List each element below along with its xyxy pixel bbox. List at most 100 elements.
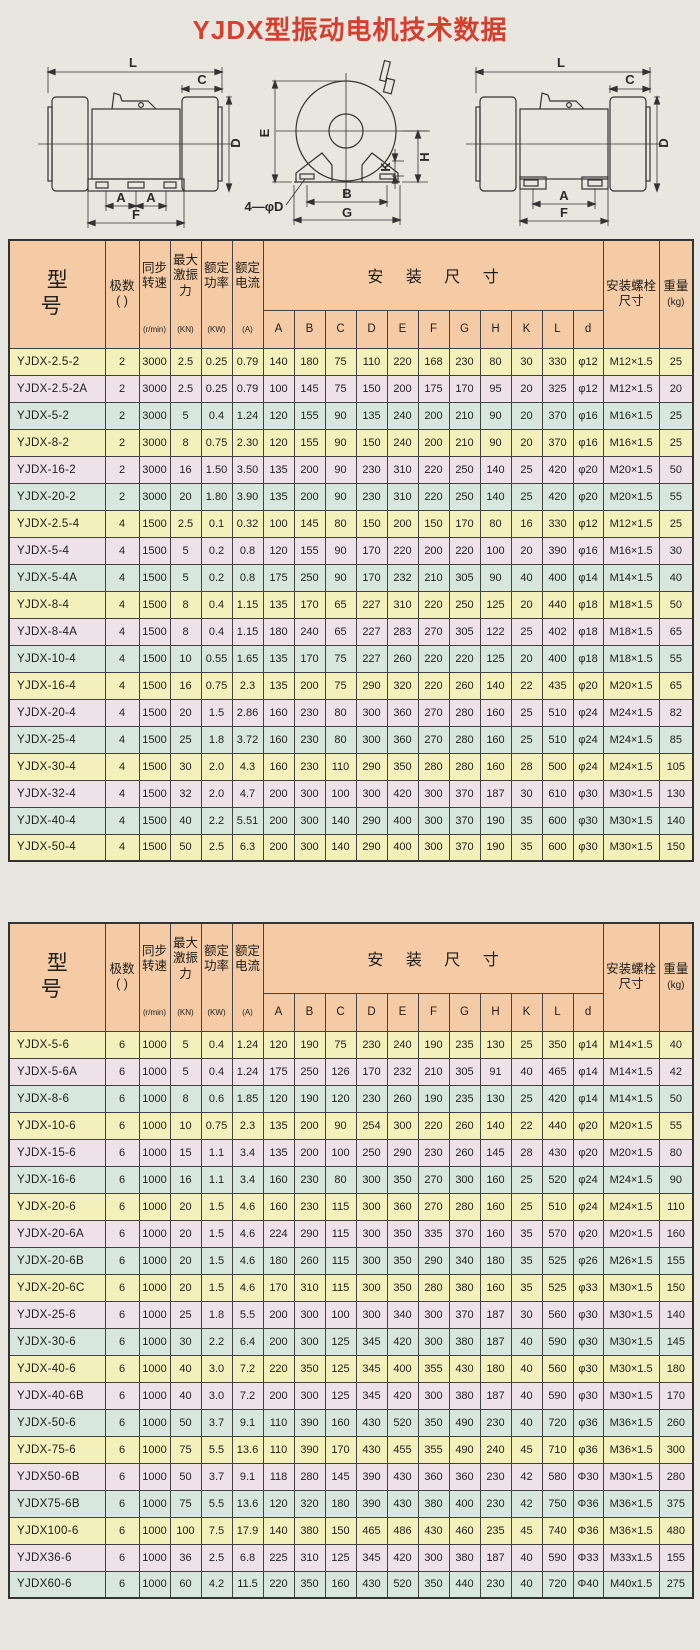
dim-e-cell: 420 (386, 779, 419, 808)
dim-a-cell: 200 (262, 779, 295, 808)
dim-f-cell: 355 (417, 1354, 450, 1383)
model-cell: YJDX-20-6B (8, 1246, 106, 1275)
power-cell: 3.7 (200, 1408, 233, 1437)
motor-side-view-drawing: L C D A A F (38, 55, 242, 228)
dim-b-cell: 390 (293, 1435, 326, 1464)
col-header-power: 额定功率 (KW) (200, 239, 233, 349)
dim-d-cell: 230 (355, 455, 388, 484)
dim-h-cell: 240 (479, 1435, 512, 1464)
model-cell: YJDX36-6 (8, 1543, 106, 1572)
dim-k-cell: 40 (510, 563, 543, 592)
dim-b-cell: 280 (293, 1462, 326, 1491)
dim-k-cell: 40 (510, 1408, 543, 1437)
table-row: YJDX-20-6A 6 1000 20 1.5 4.6 224 290 115 300 350 33… (8, 1219, 694, 1248)
dim-h-cell: 187 (479, 1327, 512, 1356)
speed-cell: 1000 (138, 1489, 171, 1518)
dim-c-cell: 90 (324, 401, 357, 430)
power-cell: 0.75 (200, 428, 233, 457)
current-cell: 5.5 (231, 1300, 264, 1329)
dim-l-cell: 402 (541, 617, 574, 646)
dim-col-G: G (448, 309, 481, 349)
dim-d-cell: 230 (355, 1084, 388, 1113)
dim-c-cell: 80 (324, 509, 357, 538)
model-cell: YJDX-15-6 (8, 1138, 106, 1167)
table-row: YJDX-15-6 6 1000 15 1.1 3.4 135 200 100 250 290 230… (8, 1138, 694, 1167)
dim-g-cell: 370 (448, 833, 481, 862)
power-cell: 2.0 (200, 779, 233, 808)
current-cell: 1.85 (231, 1084, 264, 1113)
dim-h-cell: 160 (479, 1273, 512, 1302)
weight-cell: 155 (658, 1246, 694, 1275)
table-row: YJDX-16-6 6 1000 16 1.1 3.4 160 230 80 300 350 270 3… (8, 1165, 694, 1194)
speed-cell: 1500 (138, 536, 171, 565)
model-cell: YJDX-8-4A (8, 617, 106, 646)
power-cell: 1.5 (200, 1192, 233, 1221)
speed-cell: 3000 (138, 428, 171, 457)
dim-a-cell: 120 (262, 536, 295, 565)
col-header-current: 额定电流 (A) (231, 239, 264, 349)
dim-g-cell: 235 (448, 1084, 481, 1113)
dim-col-D: D (355, 992, 388, 1032)
dim-a-cell: 225 (262, 1543, 295, 1572)
dim-k-cell: 35 (510, 806, 543, 835)
power-cell: 7.5 (200, 1516, 233, 1545)
power-cell: 0.4 (200, 590, 233, 619)
poles-cell: 6 (104, 1408, 140, 1437)
model-cell: YJDX-2.5-2 (8, 347, 106, 376)
dim-a-cell: 118 (262, 1462, 295, 1491)
dim-d-cell: 290 (355, 671, 388, 700)
dim-k-cell: 20 (510, 401, 543, 430)
dim-c-cell: 90 (324, 563, 357, 592)
dim-a-cell: 140 (262, 347, 295, 376)
dim-hole-cell: φ30 (572, 833, 604, 862)
poles-cell: 4 (104, 671, 140, 700)
dim-a-cell: 120 (262, 1489, 295, 1518)
col-header-model: 型 号 (8, 922, 106, 1032)
dim-hole-cell: Φ40 (572, 1570, 604, 1599)
speed-cell: 1000 (138, 1111, 171, 1140)
dim-l-cell: 420 (541, 482, 574, 511)
dim-d-cell: 300 (355, 1273, 388, 1302)
dim-g-cell: 340 (448, 1246, 481, 1275)
power-cell: 1.5 (200, 1246, 233, 1275)
dim-col-E: E (386, 309, 419, 349)
dim-a-cell: 200 (262, 1300, 295, 1329)
table-row: YJDX-20-6C 6 1000 20 1.5 4.6 170 310 115 300 350 28… (8, 1273, 694, 1302)
speed-cell: 1000 (138, 1570, 171, 1599)
dim-e-cell: 360 (386, 725, 419, 754)
dim-f-cell: 300 (417, 806, 450, 835)
table-row: YJDX-32-4 4 1500 32 2.0 4.7 200 300 100 300 420 300… (8, 779, 694, 808)
dim-hole-cell: φ20 (572, 1219, 604, 1248)
power-cell: 0.25 (200, 347, 233, 376)
weight-cell: 260 (658, 1408, 694, 1437)
weight-cell: 155 (658, 1543, 694, 1572)
dim-g-cell: 380 (448, 1381, 481, 1410)
dim-d-cell: 300 (355, 698, 388, 727)
dim-g-cell: 440 (448, 1570, 481, 1599)
dim-g-cell: 370 (448, 1300, 481, 1329)
dim-col-K: K (510, 309, 543, 349)
dim-d-cell: 300 (355, 1165, 388, 1194)
dim-a-cell: 224 (262, 1219, 295, 1248)
dim-col-L: L (541, 309, 574, 349)
dim-g-cell: 210 (448, 428, 481, 457)
dim-col-H: H (479, 309, 512, 349)
dim-l-cell: 570 (541, 1219, 574, 1248)
bolt-cell: M24×1.5 (602, 698, 660, 727)
dim-a-cell: 135 (262, 1138, 295, 1167)
dim-d-cell: 345 (355, 1543, 388, 1572)
dim-k-cell: 30 (510, 347, 543, 376)
dim-l-cell: 610 (541, 779, 574, 808)
current-cell: 3.4 (231, 1138, 264, 1167)
dim-h-cell: 187 (479, 1381, 512, 1410)
dim-l-cell: 720 (541, 1408, 574, 1437)
dim-hole-cell: φ20 (572, 1111, 604, 1140)
force-cell: 20 (169, 1246, 202, 1275)
dim-c-cell: 125 (324, 1543, 357, 1572)
dim-label-F: F (132, 207, 140, 222)
current-cell: 4.3 (231, 752, 264, 781)
col-header-speed: 同步转速 (r/min) (138, 922, 171, 1032)
dim-col-A: A (262, 309, 295, 349)
current-cell: 0.79 (231, 347, 264, 376)
model-cell: YJDX100-6 (8, 1516, 106, 1545)
